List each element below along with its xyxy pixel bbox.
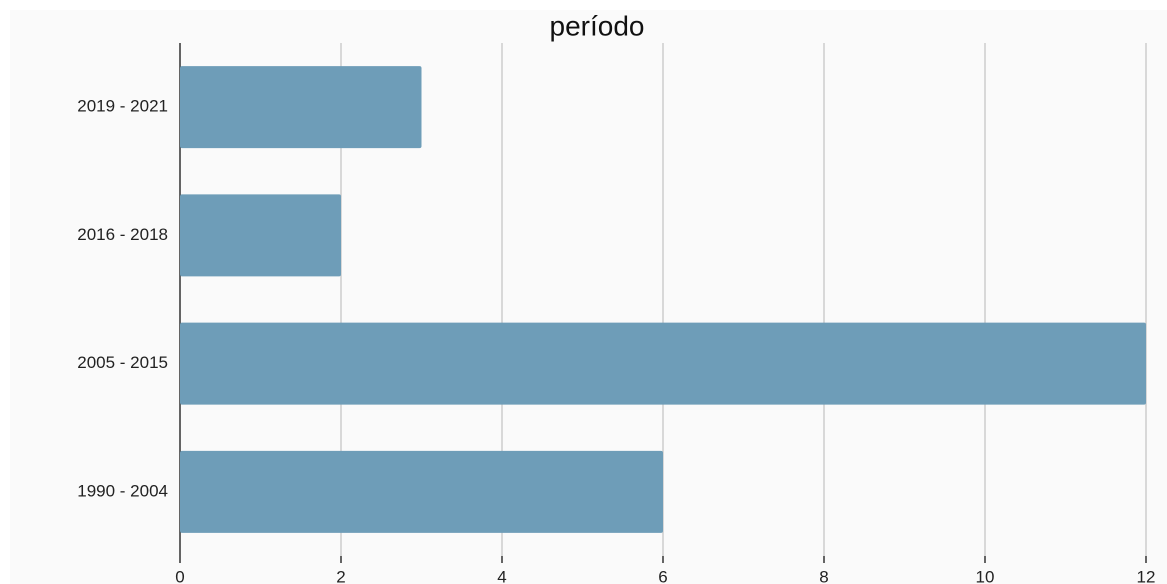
bar <box>180 66 422 149</box>
x-tick-label: 10 <box>976 567 995 584</box>
y-tick-label: 2016 - 2018 <box>77 225 168 244</box>
x-tick-label: 6 <box>658 567 667 584</box>
x-tick-label: 4 <box>497 567 506 584</box>
bar <box>180 194 341 277</box>
y-tick-label: 2005 - 2015 <box>77 353 168 372</box>
y-tick-label: 1990 - 2004 <box>77 481 168 500</box>
y-tick-label: 2019 - 2021 <box>77 97 168 116</box>
x-tick-label: 12 <box>1137 567 1156 584</box>
x-tick-label: 0 <box>175 567 184 584</box>
bar <box>180 322 1146 405</box>
bar <box>180 450 663 533</box>
chart-title: período <box>550 10 645 41</box>
x-tick-label: 2 <box>336 567 345 584</box>
x-tick-label: 8 <box>819 567 828 584</box>
